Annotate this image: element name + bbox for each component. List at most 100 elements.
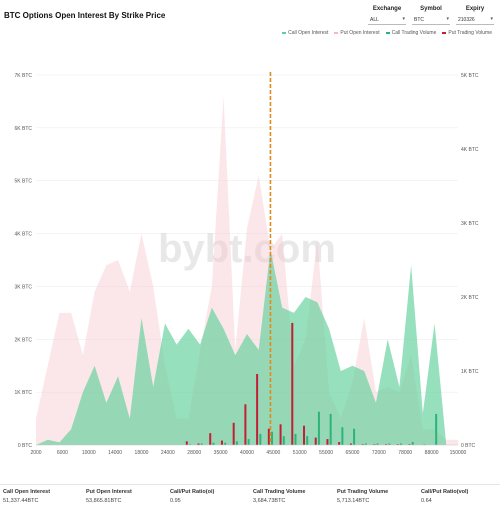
left-axis-tick-label: 6K BTC — [14, 126, 32, 132]
stat-put-oi: Put Open Interest 53,865.81BTC — [86, 489, 132, 504]
stat-label: Call Open Interest — [3, 489, 51, 495]
stat-value: 0.95 — [170, 498, 181, 504]
left-axis-tick-label: 4K BTC — [14, 232, 32, 238]
put-volume-bar — [209, 433, 212, 445]
put-volume-bar — [267, 428, 270, 445]
x-axis-tick-label: 18000 — [135, 450, 149, 456]
call-volume-bar — [364, 443, 367, 445]
stat-value: 3,684.73BTC — [253, 498, 286, 504]
legend-item-put-volume[interactable]: Put Trading Volume — [442, 30, 492, 36]
x-axis-tick-label: 55000 — [319, 450, 333, 456]
put-volume-bar — [291, 322, 294, 445]
call-volume-bar — [212, 442, 215, 445]
filter-bar: Exchange ALL ▾ Symbol BTC ▾ Expiry 21032… — [368, 6, 494, 25]
exchange-filter: Exchange ALL ▾ — [368, 6, 406, 25]
x-axis-tick-label: 65000 — [346, 450, 360, 456]
call-volume-bar — [423, 444, 426, 445]
put-volume-bar — [185, 441, 188, 445]
call-open-interest-area — [36, 249, 458, 445]
x-axis-tick-label: 24000 — [161, 450, 175, 456]
call-volume-bar — [353, 428, 356, 445]
chevron-down-icon: ▾ — [402, 16, 405, 22]
put-volume-bar — [220, 440, 223, 445]
put-volume-bar — [244, 404, 247, 445]
call-volume-bar — [271, 431, 274, 445]
left-axis-tick-label: 0 BTC — [18, 443, 33, 449]
left-axis-tick-label: 7K BTC — [14, 73, 32, 79]
right-axis-tick-label: 0 BTC — [461, 443, 476, 449]
stat-label: Call Trading Volume — [253, 489, 306, 495]
call-volume-bar — [294, 433, 297, 445]
call-volume-bar — [259, 433, 262, 445]
put-volume-bar — [303, 425, 306, 445]
expiry-select[interactable]: 210326 ▾ — [456, 15, 494, 25]
stat-value: 5,713.14BTC — [337, 498, 370, 504]
legend-swatch — [334, 32, 339, 34]
x-axis-tick-label: 88000 — [425, 450, 439, 456]
legend-item-put-oi[interactable]: Put Open Interest — [334, 30, 380, 36]
x-axis-tick-label: 150000 — [450, 450, 467, 456]
chevron-down-icon: ▾ — [490, 16, 493, 22]
exchange-select-value: ALL — [370, 17, 379, 23]
right-axis-tick-label: 4K BTC — [461, 147, 479, 153]
expiry-filter: Expiry 210326 ▾ — [456, 6, 494, 25]
stat-ratio-oi: Call/Put Ratio(oi) 0.95 — [170, 489, 214, 504]
symbol-filter: Symbol BTC ▾ — [412, 6, 450, 25]
stat-call-oi: Call Open Interest 51,337.44BTC — [3, 489, 50, 504]
exchange-select[interactable]: ALL ▾ — [368, 15, 406, 25]
stat-value: 0.64 — [421, 498, 432, 504]
legend-item-call-volume[interactable]: Call Trading Volume — [385, 30, 436, 36]
right-axis-tick-label: 5K BTC — [461, 73, 479, 79]
symbol-filter-label: Symbol — [420, 6, 442, 12]
right-axis-tick-label: 2K BTC — [461, 295, 479, 301]
call-volume-bar — [247, 439, 250, 445]
left-axis-tick-label: 1K BTC — [14, 390, 32, 396]
put-volume-bar — [232, 422, 235, 445]
symbol-select[interactable]: BTC ▾ — [412, 15, 450, 25]
legend-label: Put Trading Volume — [448, 30, 492, 36]
stat-label: Call/Put Ratio(oi) — [170, 489, 215, 495]
put-volume-bar — [197, 443, 200, 445]
x-axis-tick-label: 28000 — [187, 450, 201, 456]
stat-value: 53,865.81BTC — [86, 498, 122, 504]
put-volume-bar — [326, 439, 329, 445]
x-axis-tick-label: 2000 — [30, 450, 41, 456]
put-volume-bar — [349, 443, 352, 445]
put-volume-bar — [373, 444, 376, 445]
stat-call-volume: Call Trading Volume 3,684.73BTC — [253, 489, 305, 504]
summary-bar: Call Open Interest 51,337.44BTC Put Open… — [0, 484, 500, 507]
stat-value: 51,337.44BTC — [3, 498, 39, 504]
chart-legend: Call Open Interest Put Open Interest Cal… — [282, 30, 492, 36]
put-volume-bar — [279, 424, 282, 445]
call-volume-bar — [329, 413, 332, 445]
call-volume-bar — [411, 442, 414, 445]
right-axis-tick-label: 1K BTC — [461, 369, 479, 375]
left-axis-tick-label: 2K BTC — [14, 337, 32, 343]
legend-label: Call Open Interest — [288, 30, 329, 36]
chevron-down-icon: ▾ — [446, 16, 449, 22]
call-volume-bar — [341, 427, 344, 445]
stat-label: Put Open Interest — [86, 489, 132, 495]
x-axis-tick-label: 35000 — [214, 450, 228, 456]
call-volume-bar — [435, 413, 438, 445]
right-axis-tick-label: 3K BTC — [461, 221, 479, 227]
stat-label: Call/Put Ratio(vol) — [421, 489, 469, 495]
legend-swatch — [282, 32, 287, 34]
expiry-select-value: 210326 — [458, 17, 475, 23]
x-axis-tick-label: 14000 — [108, 450, 122, 456]
call-volume-bar — [376, 443, 379, 445]
x-axis-tick-label: 40000 — [240, 450, 254, 456]
expiry-filter-label: Expiry — [465, 6, 485, 12]
legend-label: Put Open Interest — [340, 30, 380, 36]
put-volume-bar — [338, 442, 341, 445]
legend-swatch — [385, 32, 390, 34]
put-volume-bar — [314, 437, 317, 445]
x-axis-tick-label: 45000 — [266, 450, 280, 456]
x-axis-tick-label: 78000 — [398, 450, 412, 456]
call-volume-bar — [282, 436, 285, 445]
stat-put-volume: Put Trading Volume 5,713.14BTC — [337, 489, 388, 504]
call-volume-bar — [188, 444, 191, 445]
legend-item-call-oi[interactable]: Call Open Interest — [282, 30, 328, 36]
stat-ratio-volume: Call/Put Ratio(vol) 0.64 — [421, 489, 468, 504]
page-title: BTC Options Open Interest By Strike Pric… — [4, 11, 166, 20]
